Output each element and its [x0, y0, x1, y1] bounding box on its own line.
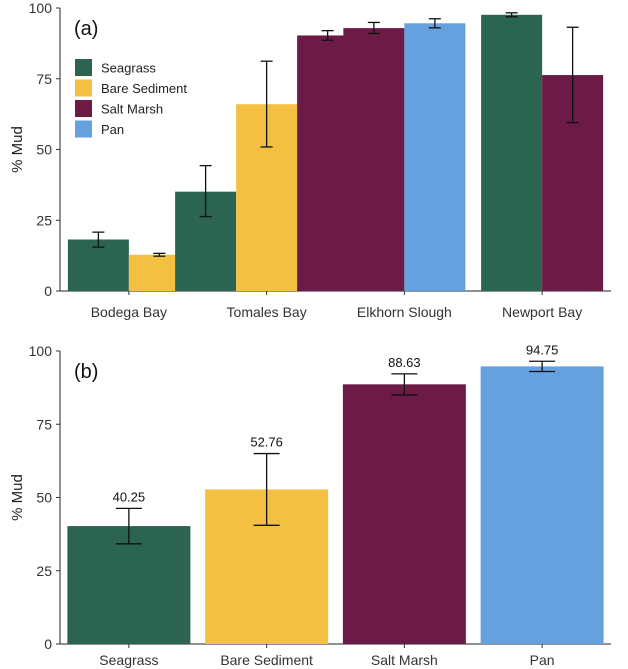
y-tick-label: 75: [36, 71, 52, 87]
legend: Seagrass Bare Sediment Salt Marsh Pan: [75, 59, 187, 138]
y-tick-label: 50: [36, 142, 52, 158]
y-tick-label: 75: [36, 416, 52, 432]
y-tick-label: 50: [36, 490, 52, 506]
data-label-pan: 94.75: [526, 342, 559, 357]
panel-tag: (a): [74, 18, 98, 40]
panel-a-mud-by-site: 0 25 50 75 100 % Mud (a) Bodega Bay Tomales Bay E…: [9, 0, 611, 320]
legend-label-salt-marsh: Salt Marsh: [101, 102, 163, 117]
data-label-salt-marsh: 88.63: [388, 355, 421, 370]
x-tick-label-salt-marsh: Salt Marsh: [371, 652, 438, 668]
x-tick-label-newport-bay: Newport Bay: [502, 304, 582, 320]
panel-tag: (b): [74, 361, 98, 383]
x-tick-label-elkhorn-slough: Elkhorn Slough: [357, 304, 452, 320]
legend-swatch-seagrass: [75, 59, 92, 76]
bar-pan: [481, 366, 604, 644]
y-tick-label: 100: [29, 343, 53, 359]
y-tick-label: 25: [36, 212, 52, 228]
bar-elkhorn-slough-pan: [404, 23, 465, 291]
bar-elkhorn-slough-salt-marsh: [343, 28, 404, 291]
y-tick-label: 0: [44, 283, 52, 299]
y-axis-title: % Mud: [9, 126, 26, 173]
legend-label-bare-sediment: Bare Sediment: [101, 81, 187, 96]
bar-salt-marsh: [343, 384, 466, 644]
y-tick-label: 100: [29, 0, 53, 16]
x-tick-label-seagrass: Seagrass: [99, 652, 158, 668]
x-tick-label-bodega-bay: Bodega Bay: [91, 304, 167, 320]
bar-newport-bay-seagrass: [481, 15, 542, 291]
panel-b-mud-by-habitat: 0 25 50 75 100 % Mud (b) Seagrass 40.25 Bare Sedi…: [9, 342, 611, 668]
x-tick-label-bare-sediment: Bare Sediment: [220, 652, 313, 668]
x-tick-label-pan: Pan: [530, 652, 555, 668]
legend-swatch-salt-marsh: [75, 100, 92, 117]
x-tick-label-tomales-bay: Tomales Bay: [227, 304, 307, 320]
legend-label-pan: Pan: [101, 122, 124, 137]
data-label-seagrass: 40.25: [113, 489, 146, 504]
y-axis-title: % Mud: [9, 474, 26, 521]
legend-swatch-bare-sediment: [75, 80, 92, 97]
data-label-bare-sediment: 52.76: [250, 435, 283, 450]
legend-label-seagrass: Seagrass: [101, 61, 156, 76]
y-tick-label: 0: [44, 636, 52, 652]
legend-swatch-pan: [75, 121, 92, 138]
y-tick-label: 25: [36, 563, 52, 579]
